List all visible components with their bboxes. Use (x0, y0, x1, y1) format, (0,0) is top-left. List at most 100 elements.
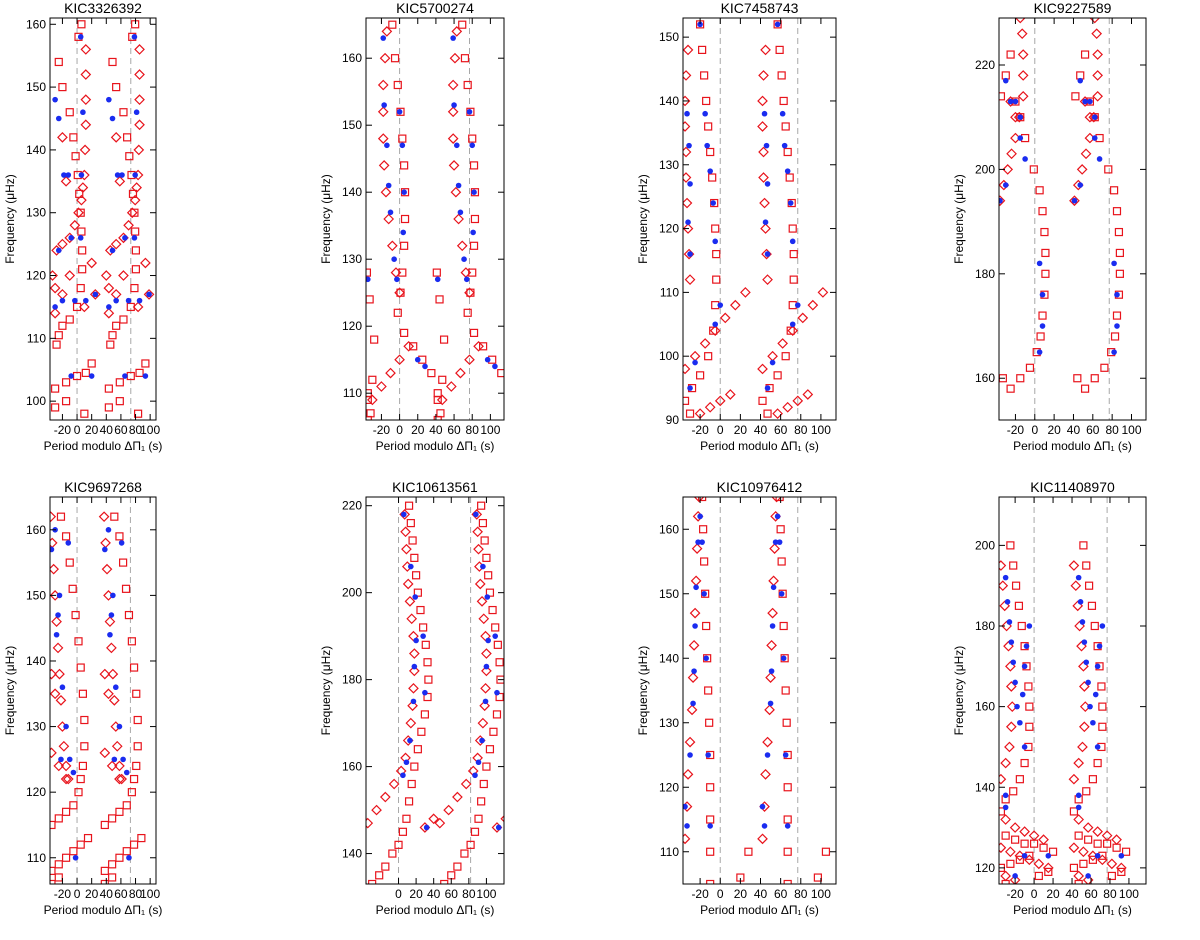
panel-KIC10613561: 0 20 40 60 80 100 140 160 180 200 220 KIC10613561 Pe… (319, 479, 505, 917)
observed-point (761, 110, 768, 117)
model-square-point (1093, 758, 1102, 768)
observed-point (68, 235, 74, 241)
model-square-point (999, 807, 1005, 816)
model-square-point (1009, 561, 1018, 570)
observed-point (699, 539, 705, 545)
x-tick-label: 100 (811, 423, 831, 437)
model-square-point (706, 879, 715, 884)
model-square-point (1084, 835, 1093, 844)
y-tick-label: 120 (975, 861, 995, 875)
observed-point (385, 182, 392, 189)
model-diamond-point (1068, 773, 1080, 785)
model-square-point (1069, 807, 1079, 816)
model-diamond-point (114, 773, 125, 785)
model-diamond-point (408, 648, 420, 659)
model-square-point (398, 268, 407, 277)
model-square-point (479, 779, 488, 789)
model-square-point (460, 849, 469, 858)
model-diamond-point (379, 52, 391, 64)
x-tick-label: 100 (476, 887, 496, 901)
model-diamond-point (54, 668, 65, 680)
observed-point (774, 21, 781, 28)
model-square-point (1080, 50, 1090, 59)
x-tick-label: 60 (114, 887, 128, 901)
model-square-point (1020, 758, 1029, 768)
model-square-point (712, 249, 721, 259)
model-square-point (130, 283, 139, 293)
y-axis-label: Frequency (μHz) (319, 174, 333, 264)
observed-point (717, 302, 724, 308)
observed-point (1077, 77, 1084, 84)
model-diamond-point (449, 52, 461, 64)
y-tick-label: 130 (342, 252, 362, 266)
observed-point (1004, 599, 1011, 605)
observed-point (102, 546, 108, 553)
observed-point (759, 803, 766, 810)
model-diamond-point (129, 194, 141, 206)
model-square-point (366, 268, 372, 277)
model-square-point (1071, 92, 1080, 101)
model-diamond-point (455, 367, 466, 379)
observed-point (108, 612, 115, 618)
y-tick-label: 130 (26, 720, 46, 734)
model-diamond-point (60, 175, 72, 187)
y-tick-label: 180 (975, 619, 995, 633)
model-diamond-point (50, 511, 57, 523)
y-tick-label: 90 (666, 413, 680, 427)
observed-point (400, 229, 407, 236)
model-square-point (495, 658, 504, 667)
observed-point (1012, 679, 1018, 686)
model-square-point (76, 774, 85, 784)
model-square-point (779, 96, 788, 106)
model-diamond-point (407, 700, 418, 712)
model-square-point (700, 557, 709, 566)
model-square-point (54, 814, 63, 823)
model-square-point (440, 879, 449, 884)
model-diamond-point (1092, 826, 1103, 837)
observed-point (394, 276, 400, 283)
observed-point (380, 35, 387, 41)
model-diamond-point (758, 70, 769, 81)
x-tick-label: 40 (1065, 887, 1079, 901)
model-square-point (493, 640, 502, 649)
observed-point (776, 539, 783, 545)
model-square-point (1038, 207, 1047, 216)
observed-point (55, 115, 62, 122)
observed-point (781, 142, 788, 149)
model-square-point (52, 340, 61, 349)
model-square-point (1097, 682, 1106, 691)
model-square-point (468, 134, 477, 143)
model-square-point (482, 762, 491, 771)
model-square-point (65, 558, 74, 567)
observed-point (1039, 291, 1046, 298)
model-square-point (402, 814, 411, 823)
model-square-point (1115, 248, 1124, 258)
model-square-point (1017, 621, 1026, 631)
observed-point (77, 34, 84, 40)
model-square-point (410, 553, 419, 562)
model-square-point (788, 224, 797, 233)
model-diamond-point (1028, 830, 1040, 841)
observed-point (52, 96, 58, 103)
model-square-point (56, 512, 66, 521)
model-diamond-point (762, 736, 773, 748)
model-square-point (416, 605, 425, 615)
observed-point (88, 373, 95, 379)
model-diamond-point (699, 338, 711, 349)
model-square-point (1112, 843, 1121, 852)
y-tick-label: 140 (659, 651, 679, 665)
model-diamond-point (377, 133, 389, 144)
model-square-point (58, 321, 67, 330)
model-square-point (447, 871, 456, 880)
observed-point (1096, 643, 1103, 649)
model-square-point (76, 208, 85, 217)
observed-point (707, 823, 713, 829)
model-square-point (1044, 867, 1053, 877)
model-diamond-point (108, 694, 120, 706)
observed-point (1012, 873, 1018, 879)
model-square-point (366, 295, 374, 304)
model-square-point (131, 246, 140, 255)
observed-point (106, 96, 112, 103)
model-square-point (773, 20, 782, 29)
model-square-point (119, 558, 128, 567)
